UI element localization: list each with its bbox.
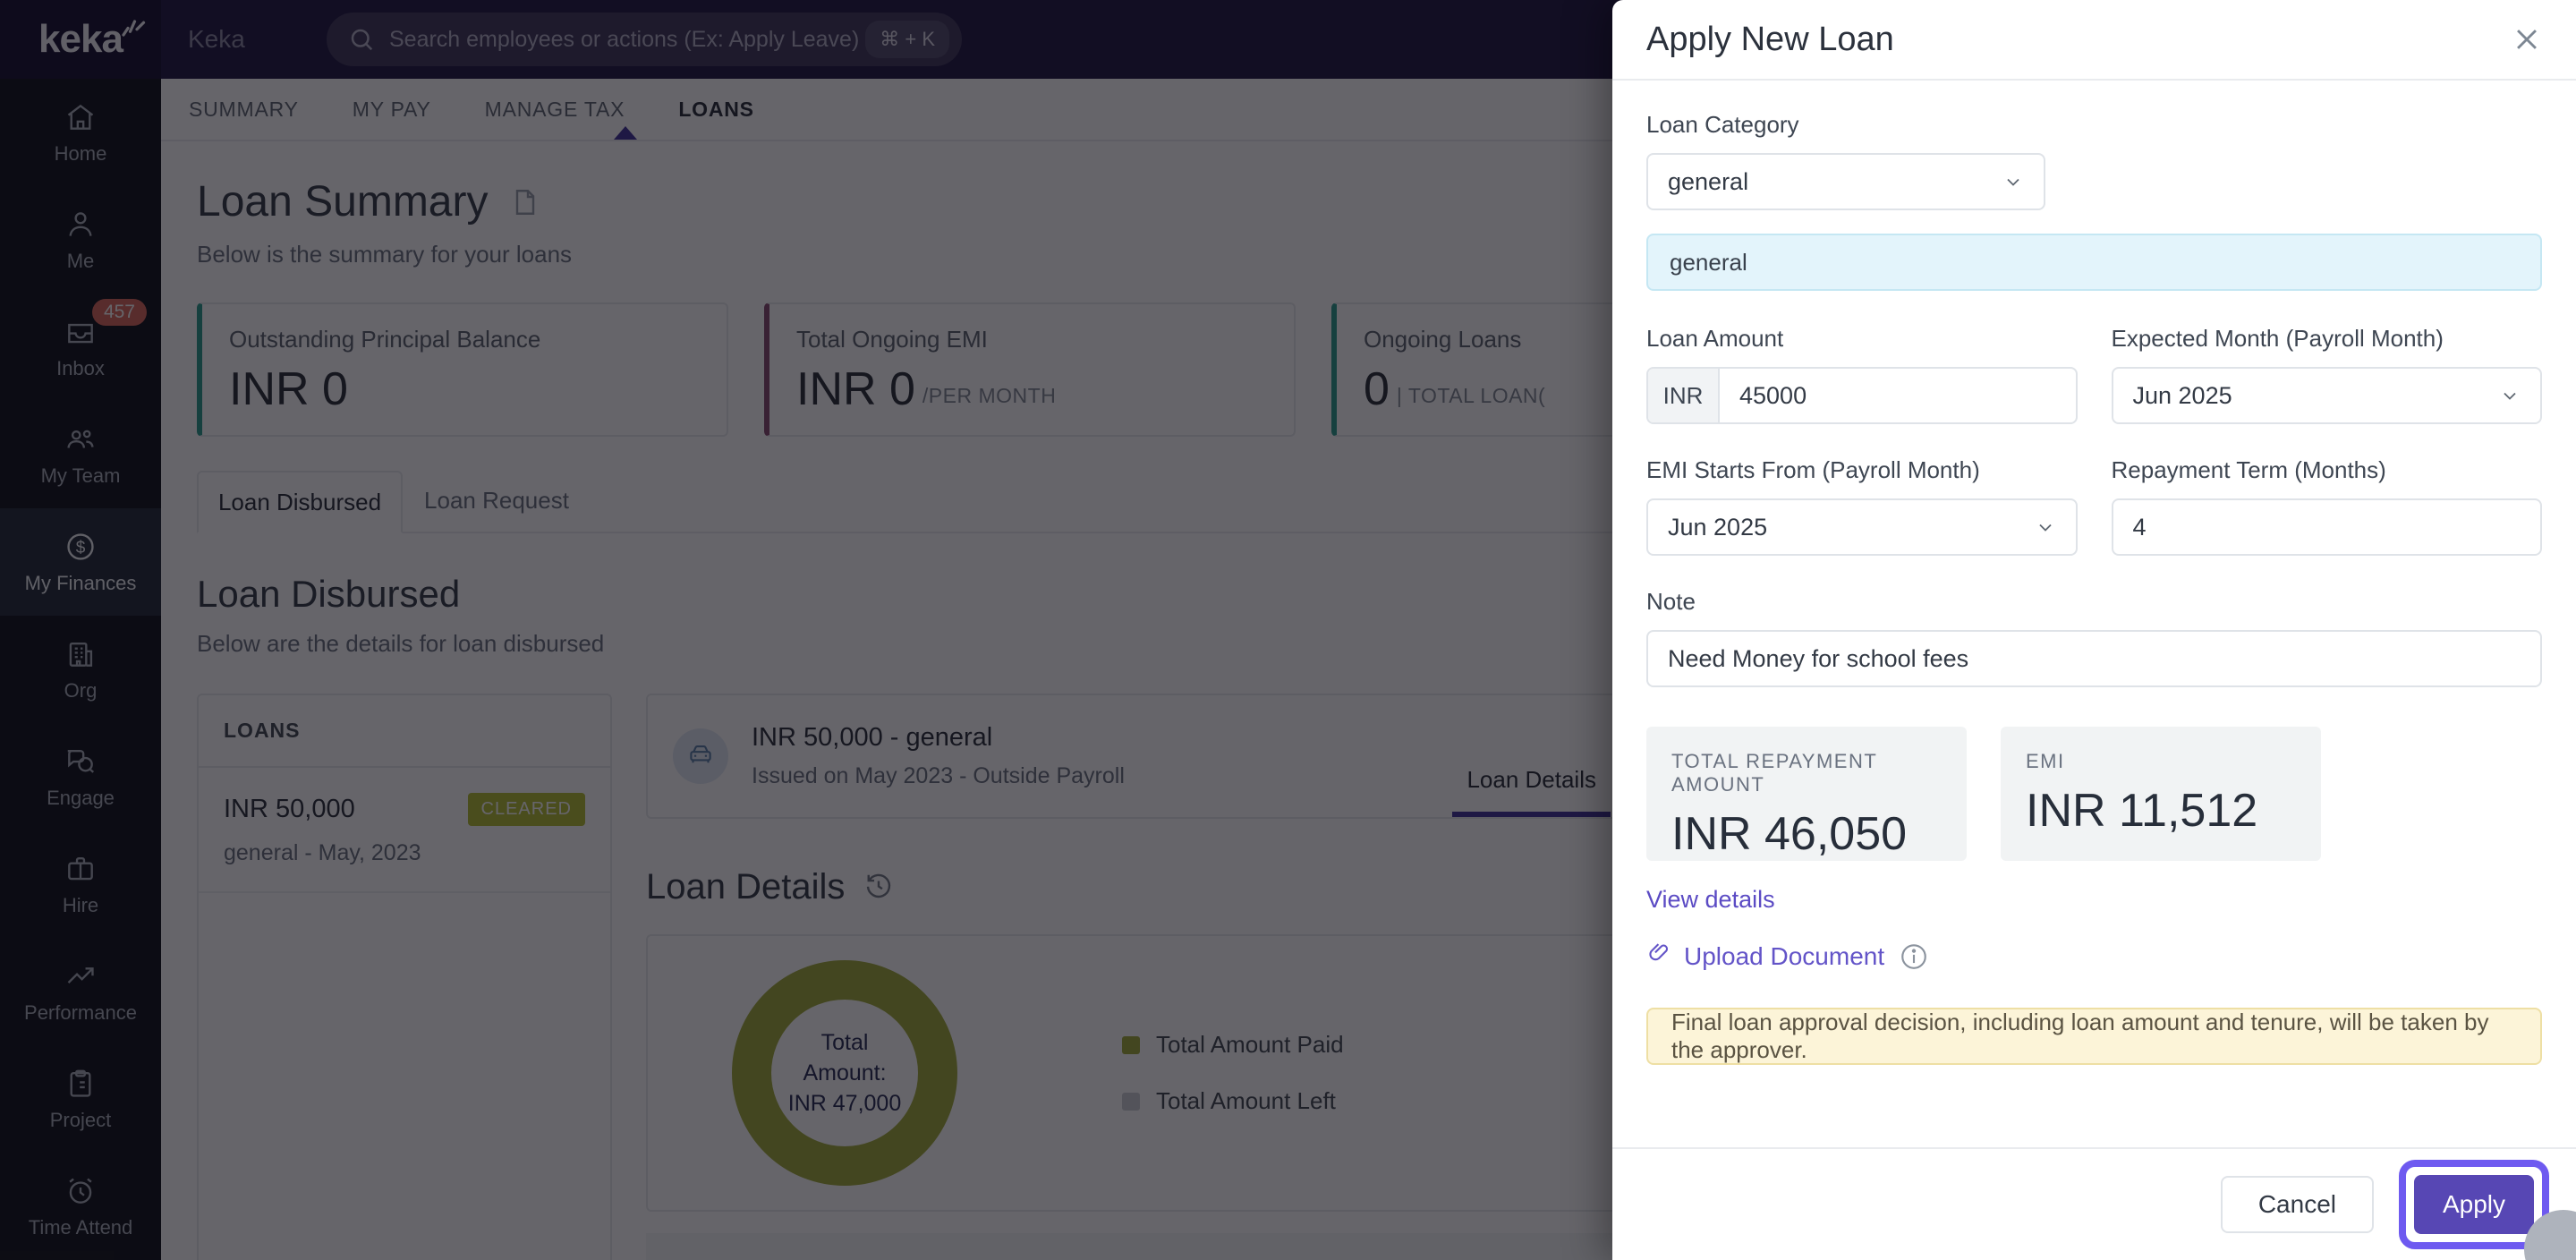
info-icon[interactable] <box>1899 941 1929 972</box>
approval-warning: Final loan approval decision, including … <box>1646 1008 2542 1065</box>
view-details-link[interactable]: View details <box>1646 886 1775 913</box>
apply-highlight-ring: Apply <box>2399 1160 2549 1249</box>
chevron-down-icon <box>2002 171 2024 192</box>
repayment-term-label: Repayment Term (Months) <box>2111 456 2386 483</box>
loan-category-select[interactable]: general <box>1646 153 2045 210</box>
apply-new-loan-drawer: Apply New Loan Loan Category general gen… <box>1612 0 2576 1260</box>
expected-month-select[interactable]: Jun 2025 <box>2111 367 2542 424</box>
chevron-down-icon <box>2499 385 2521 406</box>
loan-amount-field: INR <box>1646 367 2078 424</box>
total-repayment-value: INR 46,050 <box>1671 808 1908 860</box>
total-repayment-card: TOTAL REPAYMENT AMOUNT INR 46,050 <box>1646 727 1967 861</box>
drawer-title: Apply New Loan <box>1646 20 1894 58</box>
paperclip-icon <box>1646 941 1671 972</box>
category-info-box: general <box>1646 234 2542 291</box>
chevron-down-icon <box>2035 516 2056 538</box>
repayment-term-field <box>2111 498 2542 556</box>
loan-amount-label: Loan Amount <box>1646 325 1784 352</box>
loan-amount-input[interactable] <box>1720 381 2076 410</box>
emi-card: EMI INR 11,512 <box>2001 727 2321 861</box>
repayment-term-input[interactable] <box>2132 513 2521 541</box>
expected-month-label: Expected Month (Payroll Month) <box>2111 325 2444 352</box>
loan-category-label: Loan Category <box>1646 111 1799 138</box>
close-icon[interactable] <box>2512 24 2542 55</box>
currency-prefix: INR <box>1648 369 1720 422</box>
emi-starts-select[interactable]: Jun 2025 <box>1646 498 2078 556</box>
emi-value: INR 11,512 <box>2026 785 2258 837</box>
note-label: Note <box>1646 588 1696 615</box>
note-field <box>1646 630 2542 687</box>
upload-document-link[interactable]: Upload Document <box>1646 941 1884 972</box>
cancel-button[interactable]: Cancel <box>2220 1176 2374 1233</box>
note-input[interactable] <box>1668 644 2521 673</box>
apply-button[interactable]: Apply <box>2414 1175 2534 1234</box>
emi-starts-label: EMI Starts From (Payroll Month) <box>1646 456 1980 483</box>
